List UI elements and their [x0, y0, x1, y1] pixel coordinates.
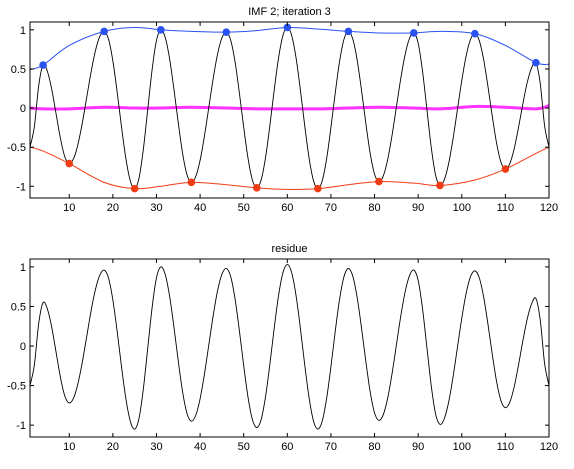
chart-panel-2: residue 10 20 30 40 50 60 70 80 90 100 110 120 1 0.5 0 -… — [7, 243, 558, 453]
y-tick-label: -0.5 — [7, 381, 26, 393]
y-tick-label: 0 — [20, 103, 26, 115]
y-tick-label: 0 — [20, 341, 26, 353]
x-tick-label: 20 — [107, 202, 119, 214]
x-tick-label: 20 — [107, 441, 119, 453]
x-tick-label: 10 — [63, 202, 75, 214]
minima-point-3 — [187, 178, 196, 187]
y-tick-label: 1 — [20, 25, 26, 37]
chart-title: IMF 2; iteration 3 — [248, 6, 331, 18]
x-tick-label: 80 — [368, 202, 380, 214]
x-tick-label: 90 — [412, 441, 424, 453]
minima-point-2 — [130, 184, 139, 193]
maxima-point-4 — [222, 28, 231, 36]
x-tick-label: 50 — [238, 202, 250, 214]
minima-point-4 — [252, 184, 261, 192]
minima-point-7 — [436, 181, 444, 190]
x-tick-label: 110 — [497, 441, 515, 453]
series-line-mean-envelope — [30, 104, 549, 111]
x-tick-label: 40 — [194, 202, 206, 214]
plot-area — [30, 264, 549, 430]
x-tick-label: 30 — [150, 441, 162, 453]
maxima-point-6 — [344, 27, 353, 36]
x-tick-label: 60 — [281, 441, 293, 453]
minima-point-1 — [65, 159, 74, 168]
y-tick-label: -0.5 — [7, 142, 26, 154]
maxima-point-1 — [39, 61, 47, 69]
chart-panel-1: IMF 2; iteration 310 20 30 40 50 60 70 80 90 100 1… — [7, 6, 558, 214]
x-tick-label: 80 — [368, 441, 380, 453]
y-tick-label: 0.5 — [11, 301, 26, 313]
chart-title: residue — [271, 243, 307, 255]
x-tick-label: 70 — [325, 202, 337, 214]
minima-point-5 — [314, 184, 322, 193]
series-line-lower-envelope — [30, 146, 549, 190]
signal-line — [30, 264, 549, 430]
plot-frame — [29, 21, 550, 199]
y-tick-label: -1 — [16, 420, 26, 432]
maxima-point-3 — [157, 26, 165, 34]
x-tick-label: 120 — [540, 441, 558, 453]
x-tick-label: 90 — [412, 202, 424, 214]
minima-point-6 — [375, 177, 383, 186]
x-tick-label: 120 — [540, 202, 558, 214]
y-tick-label: 1 — [20, 262, 26, 274]
minima-point-8 — [501, 165, 510, 173]
x-tick-label: 60 — [281, 202, 293, 214]
x-tick-label: 100 — [453, 202, 471, 214]
maxima-point-9 — [532, 58, 540, 67]
x-tick-label: 30 — [150, 202, 162, 214]
x-tick-label: 70 — [325, 441, 337, 453]
maxima-point-8 — [471, 29, 479, 38]
plot-frame — [29, 258, 550, 438]
x-tick-label: 50 — [238, 441, 250, 453]
y-tick-label: 0.5 — [11, 64, 26, 76]
maxima-point-7 — [409, 29, 418, 37]
x-tick-label: 40 — [194, 441, 206, 453]
maxima-point-2 — [100, 27, 108, 36]
y-tick-label: -1 — [16, 181, 26, 193]
x-tick-label: 100 — [453, 441, 471, 453]
x-tick-label: 110 — [497, 202, 515, 214]
maxima-point-5 — [283, 23, 292, 32]
plot-area — [30, 23, 549, 193]
x-tick-label: 10 — [63, 441, 75, 453]
